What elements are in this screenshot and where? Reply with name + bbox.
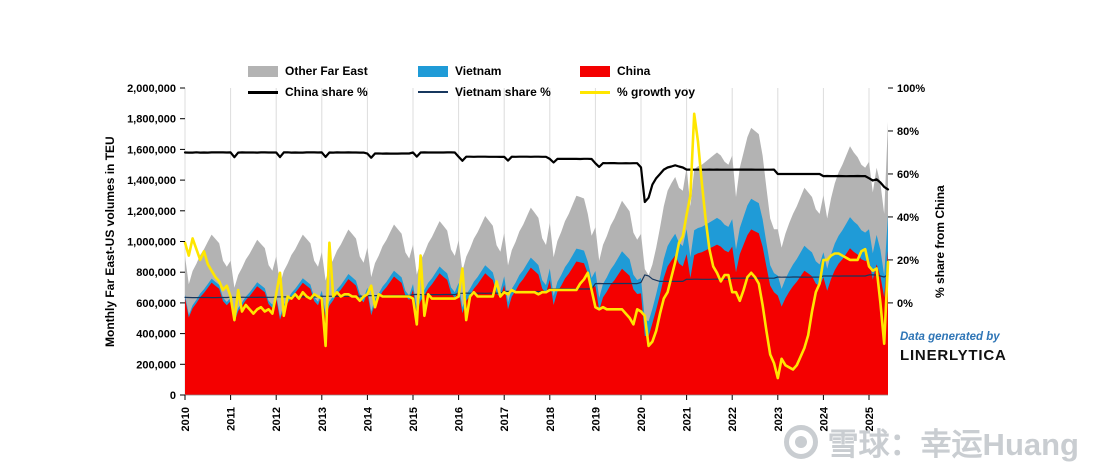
right-axis-tick-label: 20% xyxy=(897,255,919,267)
watermark-text: 雪球：幸运Huang xyxy=(827,427,1079,462)
x-axis-year-label: 2023 xyxy=(773,407,785,431)
x-axis-year-label: 2022 xyxy=(727,407,739,431)
x-axis-year-label: 2020 xyxy=(636,407,648,431)
right-axis-tick-label: 40% xyxy=(897,212,919,224)
left-axis-tick-label: 1,200,000 xyxy=(127,206,176,218)
axes: 0 200,000 400,000 600,000 800,000 1,000,000 1,… xyxy=(127,83,925,431)
left-axis-tick-label: 1,800,000 xyxy=(127,114,176,126)
china-swatch-icon xyxy=(580,65,610,77)
credit-generated-by: Data generated by xyxy=(900,331,1000,343)
legend-item-vietnam-share: Vietnam share % xyxy=(418,85,580,99)
growth-yoy-line-icon xyxy=(580,90,610,94)
left-axis-tick-label: 1,400,000 xyxy=(127,175,176,187)
x-axis-year-label: 2013 xyxy=(317,407,329,431)
x-axis-year-label: 2018 xyxy=(545,407,557,431)
x-axis-year-label: 2017 xyxy=(499,407,511,431)
x-axis-year-label: 2010 xyxy=(180,407,192,431)
left-axis-tick-label: 1,600,000 xyxy=(127,144,176,156)
left-axis-tick-label: 2,000,000 xyxy=(127,83,176,95)
legend-label: Other Far East xyxy=(285,64,368,78)
legend-label: Vietnam xyxy=(455,64,502,78)
left-axis-tick-label: 200,000 xyxy=(136,359,176,371)
credit-linerlytica: LINERLYTICA xyxy=(900,346,1007,364)
right-axis-tick-label: 0% xyxy=(897,298,913,310)
xueqiu-watermark: 雪球：幸运Huang xyxy=(783,419,1079,464)
left-axis-title: Monthly Far East-US volumes in TEU xyxy=(103,136,117,347)
x-axis-year-label: 2012 xyxy=(271,407,283,431)
legend-label: China share % xyxy=(285,85,368,99)
vietnam-swatch-icon xyxy=(418,65,448,77)
x-axis-year-label: 2025 xyxy=(864,407,876,431)
other-far-east-swatch-icon xyxy=(248,65,278,77)
vietnam-share-line-icon xyxy=(418,91,448,93)
line-vietnam-share xyxy=(184,273,889,299)
legend-item-growth-yoy: % growth yoy xyxy=(580,85,730,99)
legend-label: China xyxy=(617,64,651,78)
right-axis-tick-label: 100% xyxy=(897,83,925,95)
x-axis-year-label: 2011 xyxy=(226,407,238,431)
left-axis-tick-label: 600,000 xyxy=(136,298,176,310)
left-axis-tick-label: 1,000,000 xyxy=(127,237,176,249)
legend-item-other-far-east: Other Far East xyxy=(248,64,418,78)
x-axis-year-label: 2016 xyxy=(454,407,466,431)
data-credit: Data generated by LINERLYTICA xyxy=(900,330,1007,366)
right-axis-tick-label: 60% xyxy=(897,169,919,181)
x-axis-year-label: 2024 xyxy=(818,406,830,431)
legend-item-vietnam: Vietnam xyxy=(418,64,580,78)
line-growth-yoy xyxy=(183,112,890,380)
stacked-area-china xyxy=(185,229,888,395)
left-axis-tick-label: 0 xyxy=(170,390,176,402)
right-axis-tick-label: 80% xyxy=(897,126,919,138)
legend: Other Far East Vietnam China China share… xyxy=(248,64,730,99)
x-axis-year-label: 2015 xyxy=(408,407,420,431)
x-axis-year-label: 2014 xyxy=(362,406,374,431)
legend-label: Vietnam share % xyxy=(455,85,551,99)
legend-item-china: China xyxy=(580,64,730,78)
legend-item-china-share: China share % xyxy=(248,85,418,99)
legend-label: % growth yoy xyxy=(617,85,696,99)
x-axis-year-label: 2019 xyxy=(590,407,602,431)
china-share-line-icon xyxy=(248,90,278,94)
xueqiu-logo-icon xyxy=(783,424,818,459)
line-china-share xyxy=(183,151,890,204)
x-axis-year-label: 2021 xyxy=(682,407,694,431)
left-axis-tick-label: 400,000 xyxy=(136,329,176,341)
left-axis-tick-label: 800,000 xyxy=(136,267,176,279)
